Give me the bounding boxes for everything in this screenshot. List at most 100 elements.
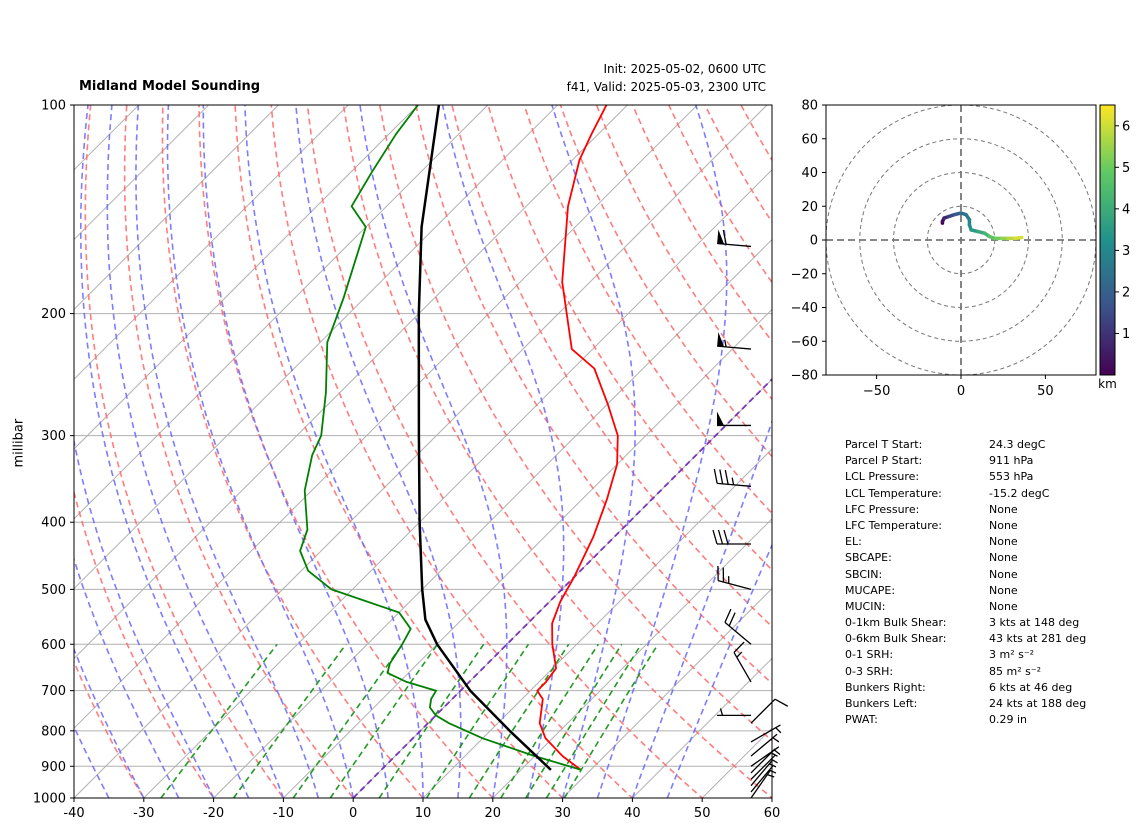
- hodo-y-tick-label: −60: [791, 335, 818, 350]
- moist-adiabat: [80, 105, 250, 798]
- hodo-x-tick-label: 50: [1037, 384, 1054, 399]
- mixing-ratio-line: [160, 643, 278, 798]
- wind-barb: [712, 529, 751, 545]
- parameter-row: Parcel T Start: 24.3 degC: [845, 438, 1125, 454]
- hodo-y-tick-label: −80: [791, 369, 818, 384]
- isotherm: [74, 105, 419, 450]
- dry-adiabat: [270, 105, 634, 798]
- hodo-x-tick-label: 0: [957, 384, 965, 399]
- parameter-label: Bunkers Left:: [845, 697, 918, 710]
- parameter-label: LCL Temperature:: [845, 486, 942, 500]
- parameter-value: None: [989, 599, 1018, 613]
- wind-barb: [717, 411, 751, 427]
- parameter-label: 0-1 SRH:: [845, 648, 894, 662]
- hodo-y-tick-label: 40: [801, 166, 818, 181]
- parameter-value: 3 kts at 148 deg: [989, 616, 1080, 630]
- parameter-value: None: [989, 518, 1018, 532]
- parameter-value: None: [989, 567, 1018, 581]
- hodograph-segment: [1013, 235, 1024, 241]
- dry-adiabat: [487, 105, 772, 572]
- isotherm: [143, 169, 772, 798]
- parameter-row: Bunkers Right: 6 kts at 46 deg: [845, 681, 1125, 697]
- parameter-row: PWAT: 0.29 in: [845, 713, 1125, 729]
- parameter-value: 43 kts at 281 deg: [989, 632, 1087, 646]
- hodo-y-tick-label: 0: [810, 234, 818, 249]
- wind-barb: [750, 733, 780, 757]
- wind-barb: [717, 332, 752, 350]
- isotherm: [74, 105, 698, 729]
- colorbar-tick-label: 6: [1122, 119, 1130, 134]
- moist-adiabat: [596, 105, 728, 798]
- x-tick-label: -40: [63, 806, 84, 821]
- parameter-label: LCL Pressure:: [845, 470, 920, 484]
- dry-adiabat: [198, 105, 494, 798]
- parameter-value: 6 kts at 46 deg: [989, 680, 1073, 694]
- dry-adiabat: [451, 105, 772, 628]
- parameter-row: Bunkers Left: 24 kts at 188 deg: [845, 697, 1125, 713]
- mixing-ratio-line: [545, 643, 642, 798]
- hodograph-area: [826, 105, 1096, 375]
- colorbar: [1099, 104, 1116, 376]
- moist-adiabat: [666, 543, 772, 798]
- parameter-value: 553 hPa: [989, 470, 1034, 484]
- init-time: Init: 2025-05-02, 0600 UTC: [603, 62, 766, 76]
- colorbar-tick-label: 1: [1122, 327, 1130, 342]
- x-tick-label: 60: [764, 806, 781, 821]
- parameter-label: LFC Pressure:: [845, 502, 920, 516]
- isotherm: [74, 105, 489, 520]
- dry-adiabat: [415, 105, 772, 685]
- y-tick-label: 600: [41, 638, 66, 653]
- parameter-label: SBCAPE:: [845, 551, 892, 565]
- wind-barb: [733, 641, 752, 683]
- y-tick-label: 700: [41, 684, 66, 699]
- dry-adiabat: [378, 105, 772, 742]
- moist-adiabat: [551, 105, 636, 798]
- moist-adiabat: [441, 105, 565, 798]
- colorbar-tick-label: 3: [1122, 244, 1130, 259]
- parameter-row: MUCIN: None: [845, 600, 1125, 616]
- parameter-label: 0-3 SRH:: [845, 664, 894, 678]
- wind-barb: [724, 608, 752, 645]
- parameter-row: Parcel P Start: 911 hPa: [845, 454, 1125, 470]
- parameter-value: None: [989, 502, 1018, 516]
- parameter-value: 24.3 degC: [989, 438, 1046, 451]
- wind-barb: [750, 759, 777, 787]
- isotherm: [74, 105, 768, 798]
- dry-adiabat: [559, 105, 772, 458]
- parameter-value: 911 hPa: [989, 454, 1034, 468]
- isotherm: [74, 105, 349, 380]
- dry-adiabat: [342, 105, 772, 798]
- moist-adiabat: [135, 105, 320, 798]
- isotherm: [283, 308, 772, 798]
- mixing-ratio-line: [378, 643, 485, 798]
- hodo-x-tick-label: −50: [863, 384, 890, 399]
- dry-adiabat: [161, 105, 425, 798]
- parameter-label: MUCIN:: [845, 599, 886, 613]
- parameter-label: EL:: [845, 535, 862, 549]
- parameter-row: LFC Pressure: None: [845, 503, 1125, 519]
- parameter-value: 24 kts at 188 deg: [989, 697, 1087, 710]
- parameter-row: MUCAPE: None: [845, 584, 1125, 600]
- moist-adiabat: [631, 419, 772, 798]
- wind-barb: [750, 698, 789, 724]
- dewpoint-profile: [299, 105, 581, 771]
- parameter-label: MUCAPE:: [845, 583, 896, 597]
- parameter-row: LCL Temperature: -15.2 degC: [845, 487, 1125, 503]
- wind-barbs: [712, 229, 789, 799]
- moist-adiabat: [74, 556, 180, 798]
- wind-barb: [717, 708, 751, 717]
- isotherm: [74, 105, 558, 590]
- mixing-ratio-line: [525, 643, 623, 798]
- parameter-row: 0-1 SRH: 3 m² s⁻²: [845, 648, 1125, 664]
- isotherm: [562, 587, 772, 798]
- parameter-row: EL: None: [845, 535, 1125, 551]
- mixing-ratio-line: [292, 643, 404, 798]
- parameter-label: PWAT:: [845, 713, 878, 727]
- parameter-row: LCL Pressure: 553 hPa: [845, 470, 1125, 486]
- parcel-profile: [417, 105, 552, 771]
- parameter-row: 0-3 SRH: 85 m² s⁻²: [845, 665, 1125, 681]
- dry-adiabat: [595, 105, 772, 401]
- isotherm: [422, 448, 772, 798]
